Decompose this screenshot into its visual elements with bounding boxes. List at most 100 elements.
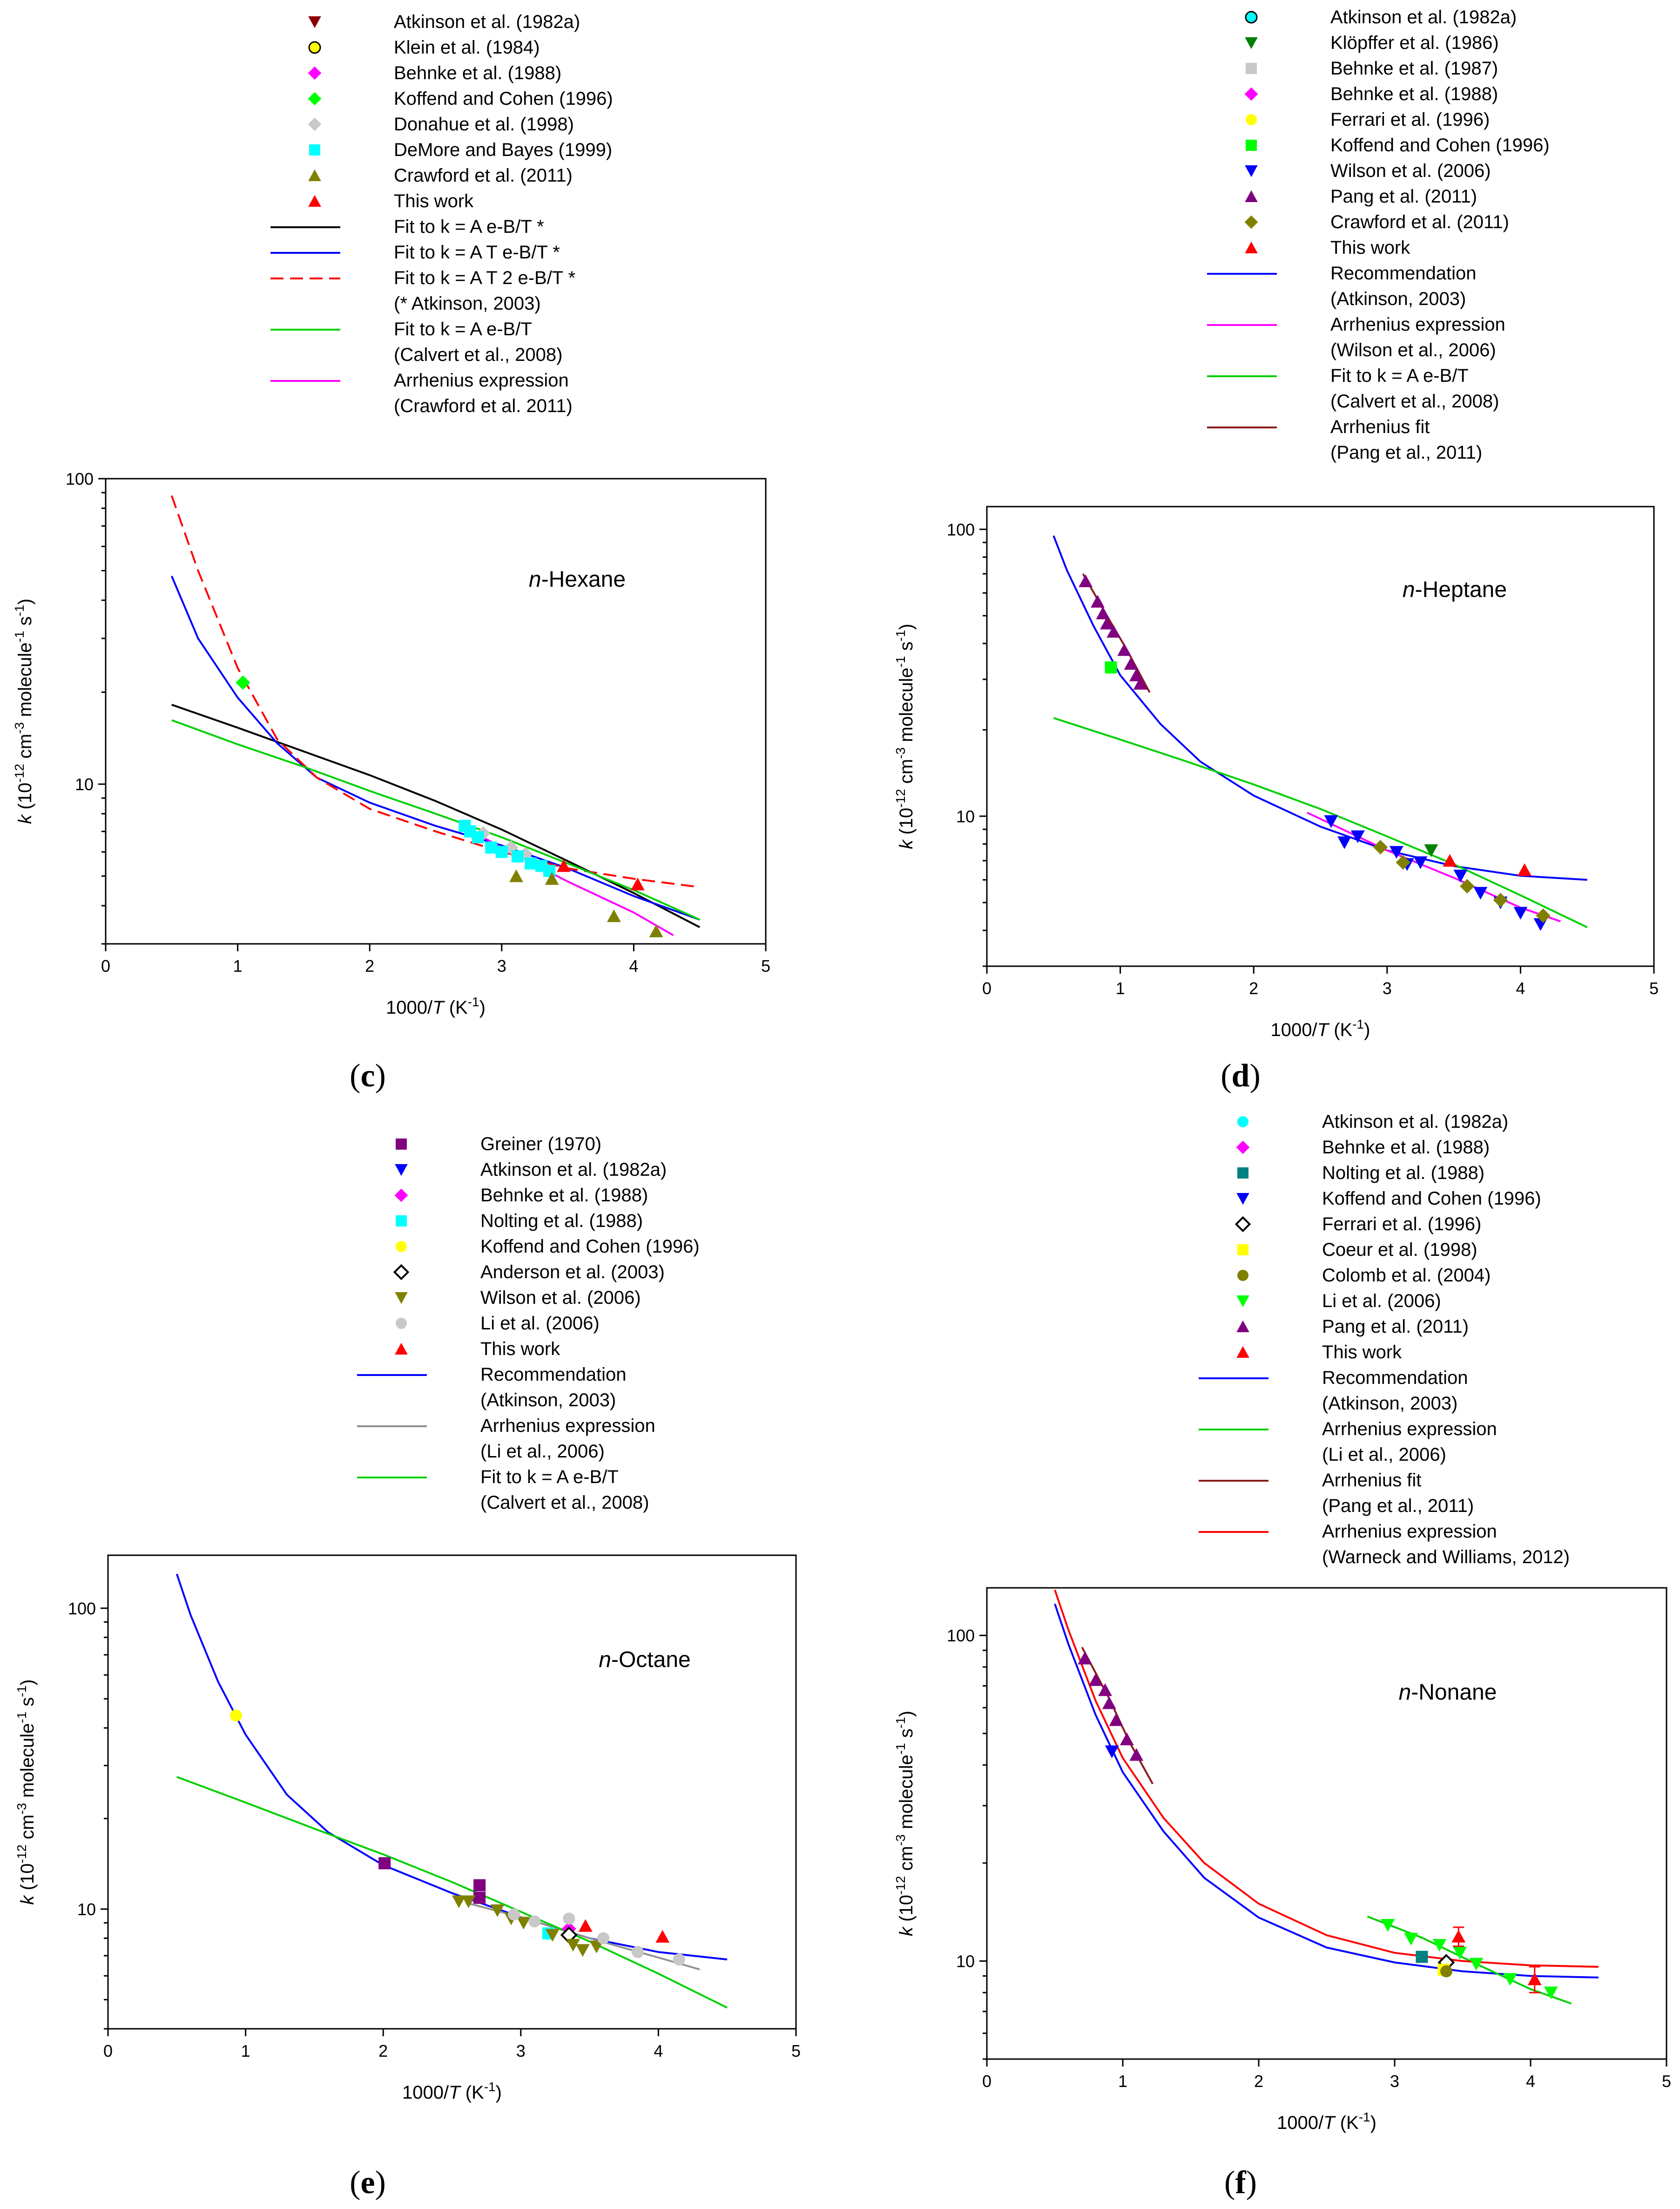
point-li-et-al-2006 bbox=[1404, 1932, 1418, 1946]
x-tick-label: 1 bbox=[233, 956, 243, 976]
legend-swatch-marker bbox=[308, 41, 321, 54]
point-this-work bbox=[557, 859, 571, 872]
legend: Atkinson et al. (1982a) Klein et al. (198… bbox=[270, 12, 613, 416]
legend-entry: Atkinson et al. (1982a) bbox=[1330, 7, 1517, 27]
legend-entry: Koffend and Cohen (1996) bbox=[1322, 1188, 1541, 1209]
x-tick-label: 0 bbox=[982, 2072, 992, 2091]
point-wilson-et-al-2006 bbox=[545, 1929, 560, 1942]
panel-label: (d) bbox=[1221, 1058, 1261, 1094]
point-colomb-et-al-2004 bbox=[1440, 1965, 1452, 1978]
curve-fit-to-k-a-t2-e-b-t bbox=[170, 495, 700, 888]
y-tick-label: 10 bbox=[956, 807, 975, 826]
x-axis-title: 1000/T (K-1) bbox=[386, 995, 486, 1018]
plot-frame bbox=[986, 506, 1655, 967]
y-axis-title: k (10-12 cm-3 molecule-1 s-1) bbox=[12, 598, 35, 824]
point-this-work bbox=[1527, 1972, 1542, 1985]
curves bbox=[1054, 1589, 1599, 2005]
x-tick-label: 4 bbox=[629, 956, 638, 976]
legend-swatch-marker bbox=[1244, 87, 1258, 101]
legend-entry: Recommendation bbox=[480, 1364, 627, 1385]
x-tick-label: 2 bbox=[365, 956, 374, 976]
compound-name: n-Hexane bbox=[529, 567, 626, 592]
legend-entry: Arrhenius expression bbox=[1322, 1521, 1497, 1542]
x-tick-label: 4 bbox=[654, 2041, 663, 2060]
legend: Atkinson et al. (1982a) Behnke et al. (19… bbox=[1199, 1111, 1570, 1567]
legend-swatch-marker bbox=[396, 1138, 407, 1150]
legend-swatch-marker bbox=[1244, 215, 1258, 229]
legend-entry: (Calvert et al., 2008) bbox=[394, 345, 562, 365]
point-li-et-al-2006 bbox=[597, 1932, 610, 1945]
legend-swatch-marker bbox=[1236, 1140, 1250, 1154]
x-tick-label: 0 bbox=[103, 2041, 113, 2060]
legend-swatch-marker bbox=[1236, 1320, 1249, 1332]
legend-entry: Coeur et al. (1998) bbox=[1322, 1240, 1478, 1260]
legend-swatch-marker bbox=[395, 1164, 408, 1176]
point-li-et-al-2006 bbox=[1381, 1919, 1395, 1932]
panel-label: (c) bbox=[350, 1058, 386, 1094]
point-demore-and-bayes-1999 bbox=[511, 850, 524, 863]
legend-entry: Behnke et al. (1987) bbox=[1330, 58, 1498, 79]
point-wilson-et-al-2006 bbox=[452, 1895, 466, 1908]
point-pang-et-al-2011 bbox=[1117, 643, 1132, 656]
point-crawford-et-al-2011 bbox=[1373, 840, 1388, 854]
point-crawford-et-al-2011 bbox=[649, 924, 663, 937]
x-tick-label: 0 bbox=[101, 956, 110, 976]
legend-swatch-marker bbox=[1246, 114, 1257, 125]
curve-fit-to-k-a-t-e-b-t bbox=[170, 576, 700, 921]
point-wilson-et-al-2006 bbox=[461, 1895, 476, 1908]
legend-entry: This work bbox=[1330, 237, 1410, 258]
legend-entry: Fit to k = A e-B/T bbox=[394, 319, 532, 339]
chart-n-heptane: 0 1 2 3 4 5 10 100 1000/T (K-1) k (10-12 cm-3 mol… bbox=[893, 7, 1659, 1094]
point-pang-et-al-2011 bbox=[1098, 1683, 1112, 1696]
x-tick-label: 5 bbox=[761, 956, 770, 976]
point-wilson-et-al-2006 bbox=[1473, 887, 1488, 900]
point-koffend-and-cohen-1996 bbox=[1105, 661, 1117, 674]
legend: Atkinson et al. (1982a) Klöpffer et al. (… bbox=[1207, 7, 1550, 463]
legend-entry: Li et al. (2006) bbox=[1322, 1291, 1441, 1311]
legend-entry: (Wilson et al., 2006) bbox=[1330, 340, 1496, 360]
x-tick-label: 1 bbox=[241, 2041, 250, 2060]
compound-name: n-Nonane bbox=[1399, 1680, 1497, 1705]
legend-entry: (Pang et al., 2011) bbox=[1330, 442, 1482, 463]
legend-entry: Pang et al. (2011) bbox=[1322, 1316, 1469, 1337]
legend-swatch-marker bbox=[1237, 1270, 1248, 1281]
point-koffend-and-cohen-1996 bbox=[1105, 1745, 1119, 1758]
legend-swatch-marker bbox=[308, 195, 321, 207]
curve-fit-to-k-a-e-b-t-calvert-et-al-2008 bbox=[176, 1776, 728, 2009]
legend-entry: Fit to k = A e-B/T bbox=[1330, 366, 1469, 386]
legend-entry: Anderson et al. (2003) bbox=[480, 1262, 665, 1282]
curves bbox=[1053, 535, 1588, 928]
legend-entry: Koffend and Cohen (1996) bbox=[480, 1236, 700, 1257]
legend-swatch-marker bbox=[1237, 1116, 1248, 1127]
curve-recommendation-atkinson-2003 bbox=[175, 1573, 728, 1961]
legend-entry: Nolting et al. (1988) bbox=[480, 1211, 643, 1231]
point-li-et-al-2006 bbox=[673, 1953, 685, 1966]
legend-swatch-marker bbox=[309, 144, 320, 156]
curve-arrhenius-fit-pang-et-al-2011 bbox=[1081, 1647, 1154, 1784]
legend-swatch-marker bbox=[308, 16, 321, 28]
legend-entry: Recommendation bbox=[1322, 1368, 1468, 1388]
point-crawford-et-al-2011 bbox=[1536, 908, 1551, 923]
legend-entry: Atkinson et al. (1982a) bbox=[480, 1159, 667, 1180]
point-koffend-and-cohen-1996 bbox=[229, 1709, 242, 1722]
legend-entry: Fit to k = A e-B/T * bbox=[394, 217, 544, 237]
plot-frame bbox=[105, 478, 767, 945]
x-tick-label: 3 bbox=[1390, 2072, 1399, 2091]
plot-frame bbox=[986, 1587, 1667, 2060]
point-wilson-et-al-2006 bbox=[1324, 815, 1338, 828]
curve-fit-to-k-a-e-b-t-calvert-et-al-2008 bbox=[171, 719, 701, 921]
point-wilson-et-al-2006 bbox=[1513, 907, 1528, 920]
point-wilson-et-al-2006 bbox=[566, 1938, 580, 1952]
x-tick-label: 4 bbox=[1516, 979, 1525, 998]
legend-entry: This work bbox=[1322, 1342, 1402, 1362]
point-this-work bbox=[1518, 863, 1532, 876]
legend-entry: (Calvert et al., 2008) bbox=[480, 1492, 649, 1513]
point-li-et-al-2006 bbox=[1544, 1986, 1558, 1999]
legend-entry: Arrhenius expression bbox=[480, 1416, 655, 1436]
legend-entry: (Li et al., 2006) bbox=[1322, 1444, 1446, 1465]
legend-entry: Koffend and Cohen (1996) bbox=[394, 88, 613, 109]
legend-swatch-marker bbox=[1245, 241, 1258, 253]
point-pang-et-al-2011 bbox=[1079, 574, 1093, 587]
legend-entry: (* Atkinson, 2003) bbox=[394, 293, 541, 314]
legend-entry: Recommendation bbox=[1330, 263, 1477, 284]
